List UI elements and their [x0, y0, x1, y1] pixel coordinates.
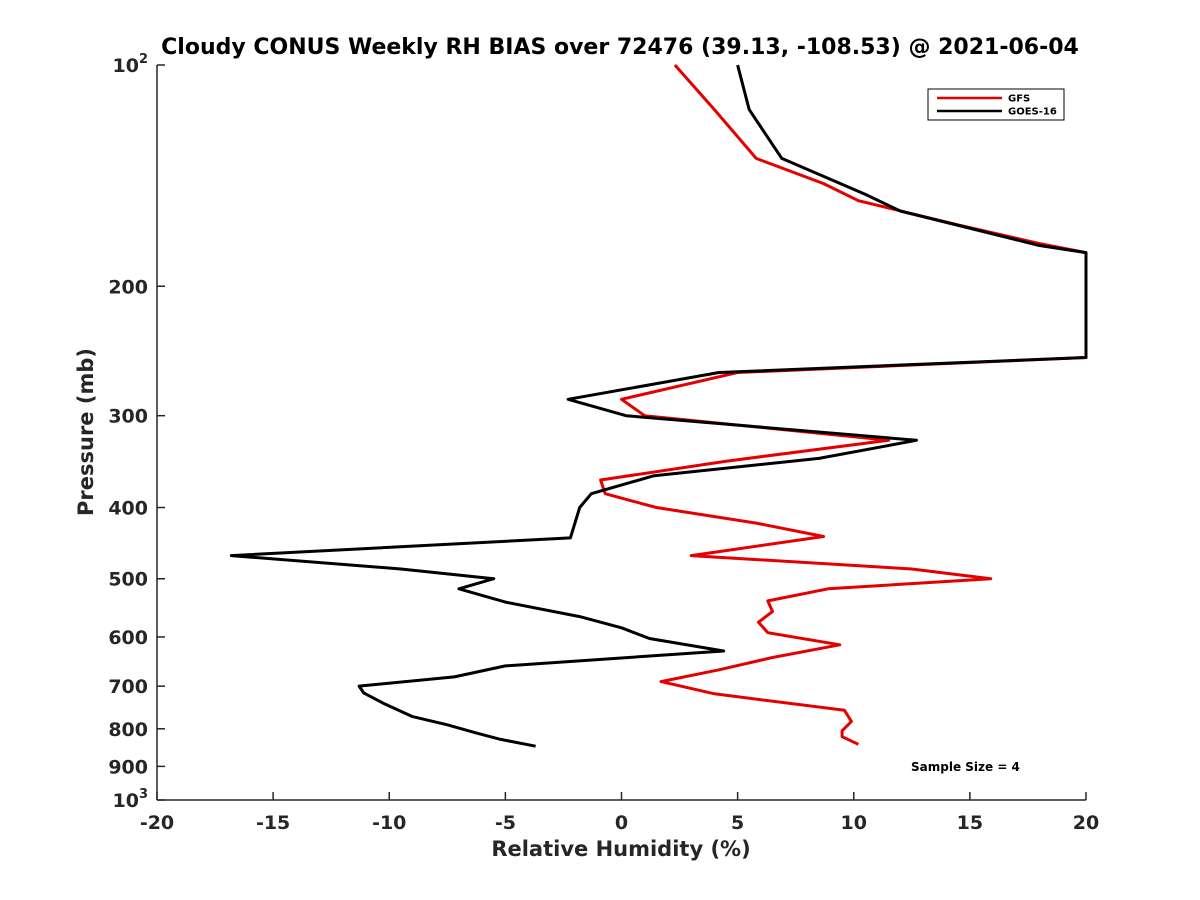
series-group: [229, 64, 1088, 748]
y-tick-label: 700: [108, 676, 148, 698]
x-tick-label: 0: [615, 812, 628, 834]
y-axis-label: Pressure (mb): [74, 348, 98, 516]
y-tick-label: 200: [108, 276, 148, 298]
x-tick-label: -5: [495, 812, 516, 834]
y-tick-label: 400: [108, 498, 148, 520]
series-line-goes16: [229, 64, 1088, 748]
legend: GFS GOES-16: [927, 88, 1065, 121]
x-tick-label: 20: [1073, 812, 1099, 834]
x-tick-label: 10: [841, 812, 867, 834]
y-tick-label: 300: [108, 406, 148, 428]
y-tick-label: 102: [113, 52, 149, 77]
x-tick-label: 15: [957, 812, 983, 834]
y-tick-label: 900: [108, 756, 148, 778]
chart-title: Cloudy CONUS Weekly RH BIAS over 72476 (…: [161, 35, 1079, 60]
x-tick-label: -10: [372, 812, 406, 834]
y-tick-label: 103: [113, 787, 149, 812]
x-tick-label: -20: [140, 812, 174, 834]
ticks-group: -20 -15 -10 -5 0 5 10 15 20 102 200 300 400 500 600 700…: [108, 52, 1099, 834]
legend-box: [927, 88, 1065, 121]
y-tick-label: 600: [108, 627, 148, 649]
x-axis-label: Relative Humidity (%): [491, 837, 750, 861]
legend-label-gfs: GFS: [1008, 94, 1030, 105]
x-tick-label: -15: [256, 812, 290, 834]
sample-size-annotation: Sample Size = 4: [911, 760, 1020, 774]
y-tick-label: 800: [108, 719, 148, 741]
y-tick-label: 500: [108, 569, 148, 591]
plot-area: [157, 65, 1086, 800]
legend-label-goes16: GOES-16: [1008, 107, 1057, 118]
series-line-gfs: [599, 64, 1088, 746]
x-tick-label: 5: [731, 812, 744, 834]
